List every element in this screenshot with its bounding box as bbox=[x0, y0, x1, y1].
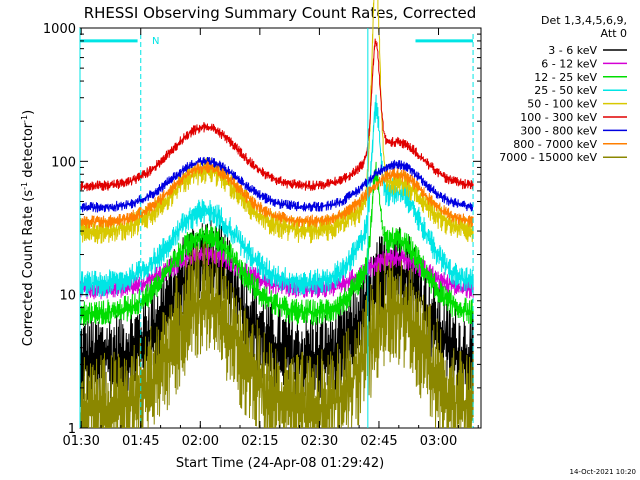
legend-label: 25 - 50 keV bbox=[534, 84, 597, 97]
series-line-7000-15000-keV bbox=[79, 241, 474, 429]
footer-date: 14-Oct-2021 10:20 bbox=[570, 468, 636, 476]
x-tick-label: 03:00 bbox=[420, 434, 457, 449]
x-tick-label: 02:30 bbox=[301, 434, 338, 449]
legend-label: 800 - 7000 keV bbox=[513, 138, 597, 151]
series-line-12-25-keV bbox=[79, 161, 474, 327]
x-tick-label: 02:00 bbox=[182, 434, 219, 449]
x-tick-label: 02:45 bbox=[360, 434, 397, 449]
chart-title: RHESSI Observing Summary Count Rates, Co… bbox=[84, 4, 477, 22]
y-tick-label: 10 bbox=[59, 289, 76, 304]
x-axis-label: Start Time (24-Apr-08 01:29:42) bbox=[176, 456, 384, 471]
legend-label: 6 - 12 keV bbox=[541, 57, 597, 70]
legend-header-1: Det 1,3,4,5,6,9, bbox=[541, 14, 627, 27]
series-layer bbox=[79, 0, 474, 429]
legend-header-2: Att 0 bbox=[601, 27, 627, 40]
x-tick-label: 01:30 bbox=[62, 434, 99, 449]
legend-label: 7000 - 15000 keV bbox=[499, 151, 597, 164]
y-axis-label: Corrected Count Rate (s-1 detector-1) bbox=[20, 110, 36, 346]
legend-label: 50 - 100 keV bbox=[527, 98, 597, 111]
y-tick-label: 1000 bbox=[43, 22, 76, 37]
legend-label: 12 - 25 keV bbox=[534, 71, 597, 84]
y-tick-label: 1 bbox=[68, 422, 76, 437]
x-tick-label: 02:15 bbox=[241, 434, 278, 449]
legend-label: 3 - 6 keV bbox=[548, 44, 597, 57]
overlay-layer bbox=[79, 28, 474, 428]
series-line-3-6-keV bbox=[79, 216, 474, 408]
tick-layer: 01:30 01:45 02:00 02:15 02:30 02:45 03:00 1 10 10… bbox=[43, 22, 481, 449]
legend-label: 300 - 800 keV bbox=[520, 124, 597, 137]
series-line-800-7000-keV bbox=[79, 161, 474, 229]
series-line-25-50-keV bbox=[79, 94, 474, 297]
series-line-300-800-keV bbox=[79, 156, 474, 213]
night-marker: N bbox=[152, 36, 159, 47]
x-tick-label: 01:45 bbox=[122, 434, 159, 449]
series-line-100-300-keV bbox=[79, 38, 474, 192]
y-tick-label: 100 bbox=[51, 155, 76, 170]
legend-label: 100 - 300 keV bbox=[520, 111, 597, 124]
